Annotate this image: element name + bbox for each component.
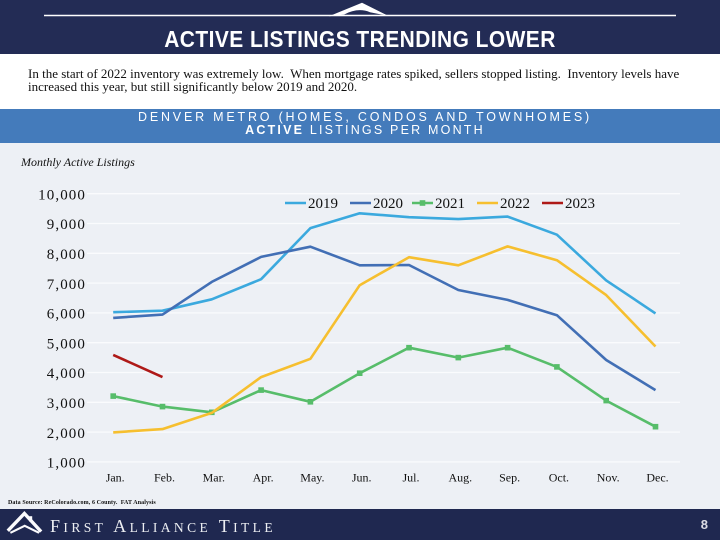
svg-text:Jan.: Jan. — [106, 471, 125, 485]
svg-text:Nov.: Nov. — [597, 471, 620, 485]
svg-text:2020: 2020 — [373, 196, 403, 212]
svg-text:1,000: 1,000 — [47, 456, 86, 472]
svg-text:2023: 2023 — [565, 196, 595, 212]
svg-text:Sep.: Sep. — [499, 471, 520, 485]
svg-text:Feb.: Feb. — [154, 471, 175, 485]
svg-text:Dec.: Dec. — [646, 471, 668, 485]
svg-text:Oct.: Oct. — [549, 471, 569, 485]
svg-text:Aug.: Aug. — [448, 471, 472, 485]
svg-text:10,000: 10,000 — [38, 187, 86, 203]
svg-text:5,000: 5,000 — [47, 336, 86, 352]
svg-text:2019: 2019 — [308, 196, 338, 212]
svg-text:Mar.: Mar. — [203, 471, 225, 485]
svg-text:2021: 2021 — [435, 196, 465, 212]
svg-text:7,000: 7,000 — [47, 277, 86, 293]
svg-text:4,000: 4,000 — [47, 366, 86, 382]
svg-text:May.: May. — [300, 471, 324, 485]
svg-text:2,000: 2,000 — [47, 426, 86, 442]
svg-text:2022: 2022 — [500, 196, 530, 212]
svg-text:Apr.: Apr. — [253, 471, 274, 485]
svg-text:Jul.: Jul. — [402, 471, 419, 485]
svg-text:Jun.: Jun. — [352, 471, 372, 485]
svg-text:3,000: 3,000 — [47, 396, 86, 412]
svg-text:8,000: 8,000 — [47, 247, 86, 263]
svg-text:6,000: 6,000 — [47, 307, 86, 323]
svg-text:9,000: 9,000 — [47, 217, 86, 233]
